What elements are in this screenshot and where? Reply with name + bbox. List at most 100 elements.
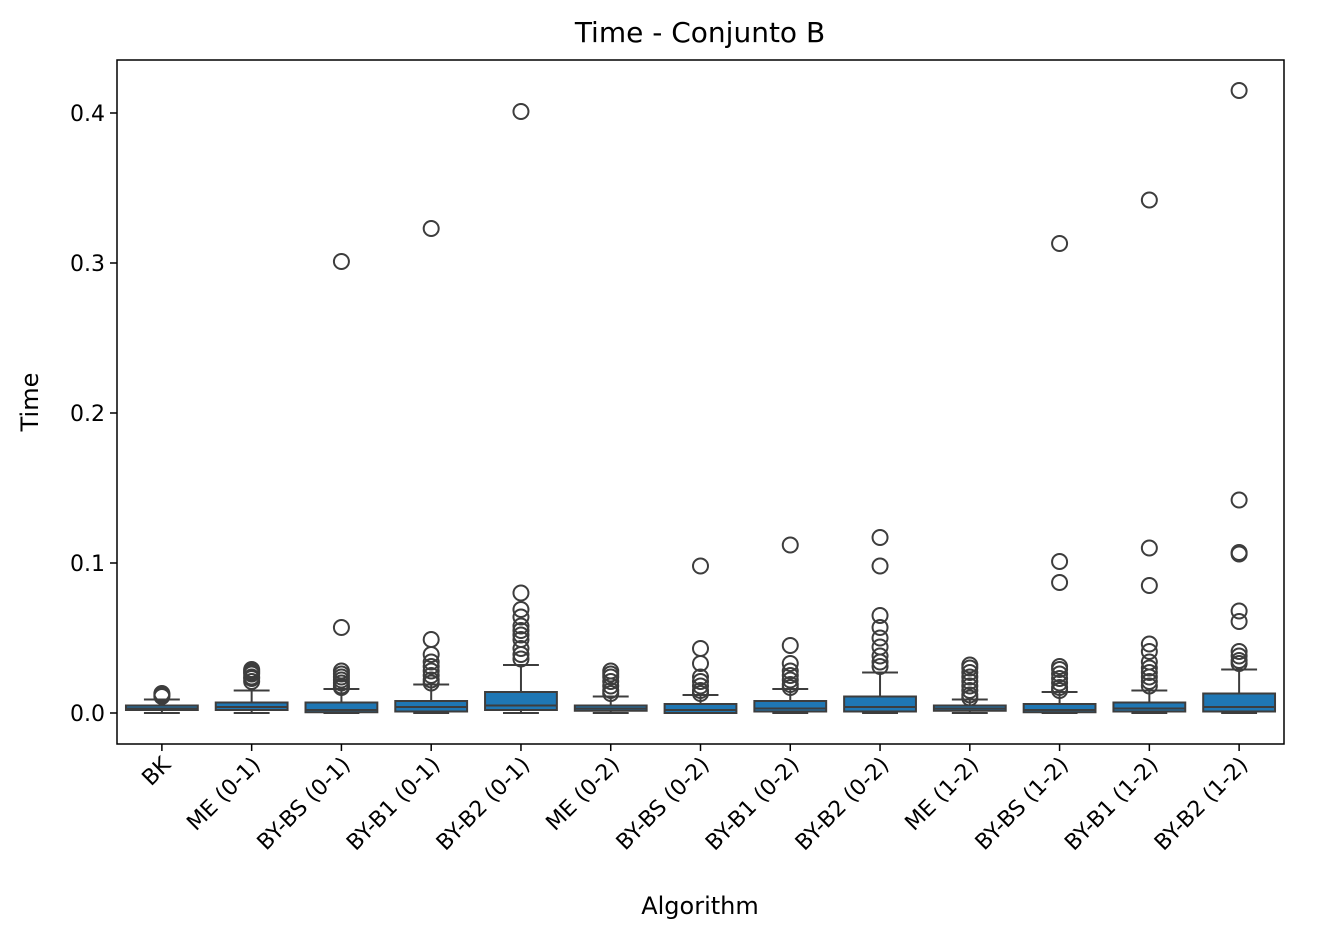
- outlier-point: [961, 668, 979, 686]
- box-group: [663, 557, 738, 714]
- outlier-point: [781, 671, 799, 689]
- outlier-point: [512, 622, 530, 639]
- box: [753, 700, 828, 713]
- outlier-point: [1051, 235, 1069, 252]
- outlier-point: [1051, 658, 1069, 675]
- box: [1022, 703, 1097, 714]
- outlier-point: [1140, 577, 1158, 594]
- outlier-point: [961, 664, 979, 681]
- outlier-point: [1051, 670, 1069, 687]
- box-group: [304, 253, 379, 714]
- x-tick-label: ME (0-2): [542, 753, 625, 836]
- outlier-point: [871, 619, 889, 636]
- outlier-point: [1140, 643, 1158, 660]
- box-group: [214, 661, 289, 714]
- outlier-point: [422, 220, 440, 237]
- box-group: [753, 536, 828, 714]
- outlier-point: [692, 640, 709, 657]
- outlier-point: [1140, 539, 1158, 557]
- x-tick-label: BY-B1 (0-2): [701, 753, 804, 856]
- outlier-point: [692, 677, 709, 695]
- outlier-point: [422, 667, 440, 684]
- box: [663, 703, 738, 714]
- box-group: [1022, 235, 1097, 714]
- outlier-point: [1051, 574, 1069, 591]
- outlier-point: [422, 662, 440, 680]
- box: [304, 701, 379, 714]
- outlier-point: [602, 682, 620, 699]
- y-tick-label: 0.1: [70, 552, 105, 577]
- x-tick-label: BY-B2 (1-2): [1150, 753, 1253, 856]
- box-group: [1202, 82, 1277, 714]
- outlier-point: [512, 608, 530, 626]
- outlier-point: [512, 650, 530, 668]
- outlier-point: [1230, 491, 1248, 509]
- outlier-point: [961, 656, 979, 674]
- outlier-point: [1140, 673, 1158, 690]
- x-tick-label: BY-BS (1-2): [971, 753, 1074, 856]
- outlier-point: [1230, 82, 1248, 99]
- outlier-point: [602, 662, 620, 680]
- outlier-point: [512, 617, 530, 635]
- y-tick-label: 0.0: [70, 702, 105, 727]
- y-tick-label: 0.2: [70, 402, 105, 427]
- outlier-point: [692, 682, 709, 699]
- x-tick-label: BK: [138, 752, 177, 791]
- outlier-point: [692, 668, 709, 686]
- chart-title: Time - Conjunto B: [574, 16, 825, 49]
- outlier-point: [871, 557, 889, 575]
- outlier-point: [512, 103, 530, 120]
- outlier-point: [871, 629, 889, 647]
- outlier-point: [422, 671, 440, 689]
- box-group: [124, 685, 199, 714]
- box-group: [843, 529, 917, 714]
- outlier-point: [871, 647, 889, 665]
- outlier-point: [1230, 613, 1248, 630]
- outlier-point: [512, 626, 530, 644]
- outlier-point: [422, 658, 440, 675]
- outlier-point: [1051, 674, 1069, 692]
- outlier-point: [332, 253, 350, 270]
- outlier-point: [961, 682, 979, 699]
- x-tick-label: ME (0-1): [182, 753, 265, 836]
- y-tick-label: 0.3: [70, 252, 105, 277]
- outlier-point: [1140, 677, 1158, 695]
- axes: 0.00.10.20.30.4BK ME (0-1)BY-BS (0-1)BY-B…: [70, 102, 1253, 856]
- outlier-point: [781, 637, 799, 654]
- outlier-point: [422, 631, 440, 648]
- outlier-point: [961, 677, 979, 695]
- outlier-point: [961, 673, 979, 690]
- outlier-point: [781, 676, 799, 693]
- outlier-point: [512, 631, 530, 648]
- outlier-point: [1051, 665, 1069, 683]
- box: [843, 695, 917, 713]
- outlier-point: [871, 658, 889, 675]
- outlier-point: [871, 638, 889, 656]
- outlier-point: [1230, 602, 1248, 620]
- box-group: [1112, 191, 1187, 714]
- outlier-point: [781, 662, 799, 680]
- x-tick-label: BY-B2 (0-2): [791, 753, 894, 856]
- outlier-point: [1140, 191, 1158, 209]
- box-group: [484, 103, 558, 714]
- x-tick-label: BY-B1 (0-1): [342, 753, 445, 856]
- outlier-point: [1140, 664, 1158, 681]
- x-tick-label: ME (1-2): [901, 753, 984, 836]
- box: [1112, 701, 1187, 713]
- outlier-point: [1230, 643, 1248, 660]
- outlier-point: [692, 557, 709, 575]
- outlier-point: [422, 653, 440, 671]
- plot-area: [124, 82, 1277, 714]
- outlier-point: [1140, 635, 1158, 653]
- x-tick-label: BY-BS (0-1): [253, 753, 356, 856]
- outlier-point: [602, 673, 620, 690]
- box: [484, 691, 558, 711]
- outlier-point: [1230, 544, 1248, 561]
- outlier-point: [961, 686, 979, 704]
- outlier-point: [512, 601, 530, 618]
- outlier-point: [1140, 659, 1158, 677]
- box-group: [932, 656, 1007, 714]
- outlier-point: [512, 640, 530, 657]
- outlier-point: [332, 662, 350, 680]
